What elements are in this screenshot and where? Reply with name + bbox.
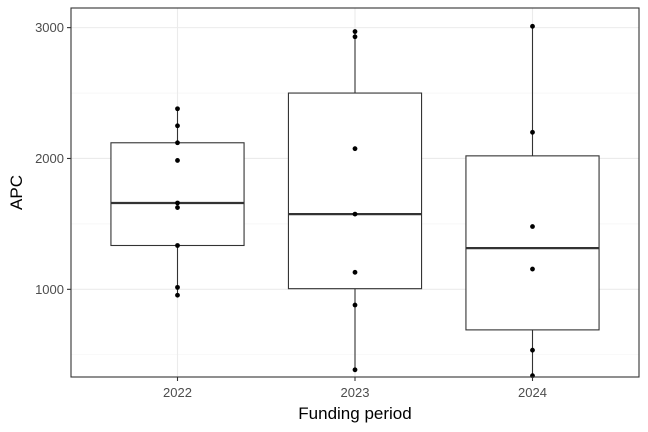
x-axis-title: Funding period: [298, 404, 411, 423]
data-point: [175, 200, 180, 206]
data-point: [352, 34, 358, 40]
y-axis-title: APC: [7, 175, 26, 210]
y-tick-label: 3000: [35, 20, 64, 35]
data-point: [352, 302, 358, 308]
data-point: [530, 347, 535, 353]
data-point: [175, 205, 180, 210]
y-tick-label: 1000: [35, 282, 64, 297]
data-point: [175, 284, 180, 290]
data-point: [175, 140, 180, 146]
data-point: [352, 211, 358, 217]
data-points: [175, 23, 535, 379]
data-point: [530, 23, 535, 29]
data-point: [530, 266, 535, 272]
iqr-box: [287, 92, 423, 290]
data-point: [352, 29, 358, 34]
data-point: [175, 106, 180, 112]
x-tick-label: 2023: [341, 385, 370, 400]
x-tick-label: 2022: [163, 385, 192, 400]
data-point: [352, 146, 358, 152]
data-point: [175, 243, 180, 248]
box-2023: [287, 31, 423, 370]
data-point: [530, 129, 535, 135]
data-point: [352, 367, 358, 373]
data-point: [175, 158, 180, 163]
data-point: [175, 292, 180, 298]
data-point: [352, 269, 358, 275]
data-point: [175, 123, 180, 129]
x-tick-label: 2024: [518, 385, 547, 400]
data-point: [530, 224, 535, 229]
boxes: [110, 26, 600, 377]
iqr-box: [465, 155, 600, 331]
box-2024: [465, 26, 600, 377]
axes: 1000 2000 3000 2022 2023 2024: [35, 20, 547, 400]
y-tick-label: 2000: [35, 151, 64, 166]
